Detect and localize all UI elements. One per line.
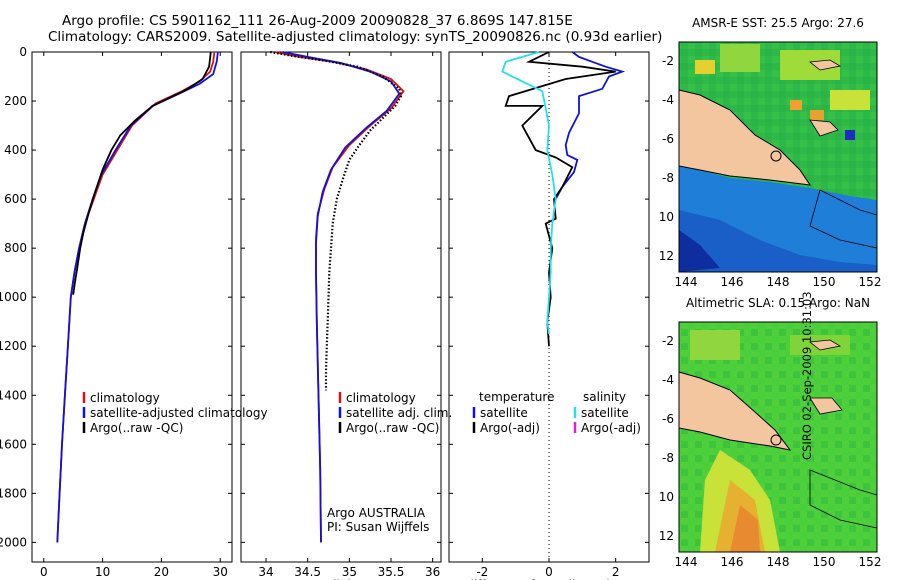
map-title: Altimetric SLA: 0.15 Argo: NaN (686, 296, 870, 310)
map-y-tick-label: -2 (662, 334, 674, 348)
satellite-maps: AMSR-E SST: 25.5 Argo: 27.6 144 146 148 150 1… (660, 16, 882, 569)
series-temperature-argo-adj- (504, 51, 616, 347)
map-y-tick-label: -4 (662, 373, 674, 387)
x-axis-label: difference from climatology (466, 578, 632, 580)
chart-difference: -2 0 2difference from climatology temperatu… (448, 51, 650, 580)
chart-salinity: 34 34.5 35 35.5 36 salinity climatologysatelli… (240, 50, 452, 580)
y-tick-label: 1600 (0, 437, 27, 451)
map-y-tick-label: -10 (660, 490, 674, 504)
x-tick-label: 0 (40, 565, 48, 579)
map-y-tick-label: -6 (662, 412, 674, 426)
x-tick-label: 0 (545, 565, 553, 579)
map-x-tick-label: 152 (859, 555, 882, 569)
legend-label: satellite (480, 406, 528, 420)
x-tick-label: 36 (425, 565, 440, 579)
legend-label: climatology (90, 391, 160, 405)
y-tick-label: 2000 (0, 535, 27, 549)
map-x-tick-label: 150 (813, 555, 836, 569)
series-climatology (274, 51, 405, 543)
x-tick-label: 2 (612, 565, 620, 579)
map-x-tick-label: 144 (675, 275, 698, 289)
x-tick-label: 10 (95, 565, 110, 579)
map-y-tick-label: -12 (660, 529, 674, 543)
series-temperature-satellite (554, 51, 626, 200)
plot-frame (31, 51, 233, 563)
y-tick-label: 200 (4, 94, 27, 108)
legend-label: Argo(..raw -QC) (90, 421, 183, 435)
series-salinity-satellite (501, 51, 557, 335)
map-y-tick-label: -8 (662, 171, 674, 185)
map-x-tick-label: 152 (859, 275, 882, 289)
x-tick-label: 35 (342, 565, 357, 579)
sla-map (678, 321, 878, 553)
series-climatology (56, 51, 216, 543)
map-title: AMSR-E SST: 25.5 Argo: 27.6 (692, 16, 864, 30)
map-y-tick-label: -12 (660, 249, 674, 263)
y-tick-label: 1200 (0, 339, 27, 353)
map-x-tick-label: 148 (767, 275, 790, 289)
header-line-1: Argo profile: CS 5901162_111 26-Aug-2009… (62, 13, 573, 29)
map-y-tick-label: -6 (662, 132, 674, 146)
legend-label: Argo(-adj) (581, 421, 641, 435)
map-x-tick-label: 144 (675, 555, 698, 569)
x-tick-label: 34 (258, 565, 273, 579)
legend-label: Argo(-adj) (480, 421, 540, 435)
annotation-line: PI: Susan Wijffels (327, 520, 429, 534)
map-x-tick-label: 146 (721, 555, 744, 569)
credit-text: CSIRO 02-Sep-2009 10:31:03 (800, 291, 814, 460)
map-x-tick-label: 150 (813, 275, 836, 289)
plot-frame (240, 51, 442, 563)
legend-header: temperature (479, 390, 554, 404)
y-tick-label: 400 (4, 143, 27, 157)
series-satellite-adj-clim- (282, 51, 401, 543)
series-argo-raw-qc- (72, 51, 212, 295)
map-y-tick-label: -10 (660, 210, 674, 224)
y-tick-label: 800 (4, 241, 27, 255)
series-satellite-adjusted-climatology (56, 51, 219, 543)
series-argo-raw-qc- (270, 50, 403, 391)
x-axis-label: temperature (94, 578, 169, 580)
legend-label: satellite-adjusted climatology (90, 406, 268, 420)
map-y-tick-label: -4 (662, 93, 674, 107)
x-tick-label: 30 (213, 565, 228, 579)
map-x-tick-label: 146 (721, 275, 744, 289)
legend-label: satellite adj. clim. (346, 406, 452, 420)
y-tick-label: 1400 (0, 388, 27, 402)
legend-label: satellite (581, 406, 629, 420)
legend-header: salinity (583, 390, 626, 404)
x-tick-label: -2 (476, 565, 488, 579)
annotation-line: Argo AUSTRALIA (327, 506, 426, 520)
chart-temperature: 0 200 400 600 800 1000 1200 1400 1600 1800 2000 0 10… (0, 45, 268, 580)
x-tick-label: 35.5 (378, 565, 405, 579)
x-tick-label: 34.5 (294, 565, 321, 579)
y-tick-label: 600 (4, 192, 27, 206)
y-tick-label: 1000 (0, 290, 27, 304)
map-y-tick-label: -8 (662, 451, 674, 465)
x-axis-label: salinity (319, 578, 362, 580)
sst-map (678, 41, 878, 273)
legend-label: Argo(..raw -QC) (346, 421, 439, 435)
y-tick-label: 0 (19, 45, 27, 59)
legend-label: climatology (346, 391, 416, 405)
x-tick-label: 20 (154, 565, 169, 579)
header-line-2: Climatology: CARS2009. Satellite-adjuste… (48, 29, 663, 45)
y-tick-label: 1800 (0, 486, 27, 500)
map-y-tick-label: -2 (662, 54, 674, 68)
map-x-tick-label: 148 (767, 555, 790, 569)
